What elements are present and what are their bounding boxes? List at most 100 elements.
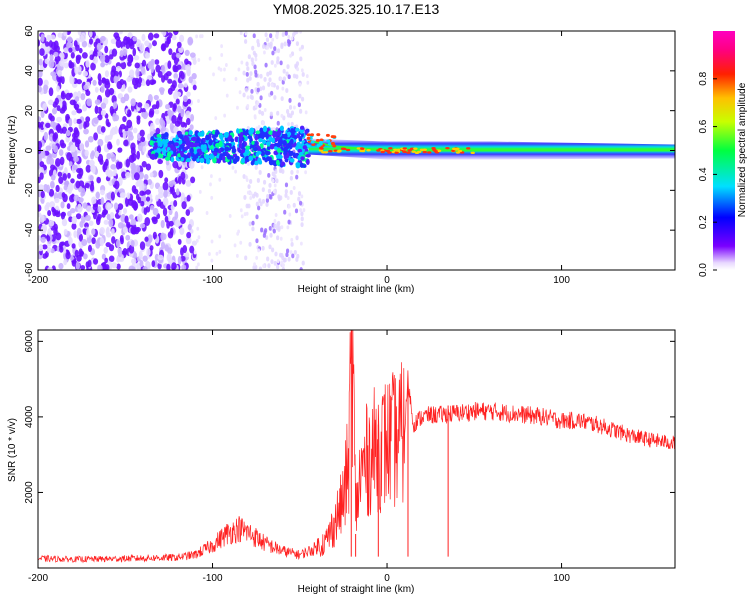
x-tick-label: 100 <box>553 275 570 286</box>
noise-speck <box>131 258 137 265</box>
noise-speck <box>253 64 257 70</box>
noise-speck <box>285 71 289 77</box>
noise-speck <box>40 236 46 243</box>
noise-speck <box>53 51 59 57</box>
y-tick-label: 6000 <box>24 330 35 353</box>
noise-speck <box>85 261 90 269</box>
cluster-blob <box>239 131 244 139</box>
noise-speck <box>267 188 272 194</box>
noise-speck <box>63 184 68 191</box>
noise-speck <box>147 32 154 41</box>
noise-speck <box>161 64 166 74</box>
noise-speck <box>90 62 96 71</box>
noise-speck <box>240 214 244 219</box>
colorbar-tick-label: 0.6 <box>698 119 709 133</box>
noise-speck <box>247 203 251 209</box>
noise-speck <box>133 252 138 259</box>
noise-speck <box>168 180 174 188</box>
noise-speck <box>168 208 173 216</box>
spectral-line-hotspot <box>318 149 324 152</box>
noise-speck <box>306 80 310 85</box>
noise-speck <box>139 190 145 196</box>
cluster-blob <box>184 131 189 136</box>
noise-speck <box>113 70 119 77</box>
noise-speck <box>268 183 272 188</box>
noise-speck <box>276 110 280 116</box>
cluster-blob <box>295 163 301 169</box>
noise-speck <box>155 64 161 73</box>
noise-speck <box>261 187 265 193</box>
noise-speck <box>73 103 80 110</box>
noise-speck <box>100 189 105 196</box>
noise-speck <box>195 34 199 39</box>
noise-speck <box>77 65 82 73</box>
noise-speck <box>54 55 61 62</box>
noise-speck <box>175 91 182 97</box>
colorbar-tick-label: 0.8 <box>698 71 709 85</box>
noise-speck <box>96 176 102 184</box>
noise-speck <box>188 76 193 84</box>
noise-speck <box>97 205 102 213</box>
spectral-line-hotspot <box>332 144 337 148</box>
noise-speck <box>145 79 151 87</box>
noise-speck <box>127 86 133 93</box>
noise-speck <box>259 86 263 92</box>
spectral-line-hotspot <box>376 149 381 152</box>
spectral-line-hotspot <box>366 149 371 152</box>
noise-speck <box>43 131 49 141</box>
noise-speck <box>210 258 214 263</box>
noise-speck <box>238 90 242 95</box>
noise-speck <box>139 241 146 251</box>
noise-speck <box>269 232 273 238</box>
x-tick-label: -100 <box>203 275 223 286</box>
noise-speck <box>80 93 86 101</box>
noise-speck <box>295 257 299 262</box>
noise-speck <box>61 76 65 85</box>
noise-speck <box>286 112 291 118</box>
spectral-line-hotspot <box>337 149 342 153</box>
noise-speck <box>74 249 79 258</box>
noise-speck <box>89 175 94 182</box>
cluster-blob <box>276 159 280 166</box>
noise-speck <box>255 214 259 220</box>
noise-speck <box>180 171 186 180</box>
cluster-blob <box>200 130 205 137</box>
spectral-line-hotspot <box>318 142 323 146</box>
noise-speck <box>181 201 187 210</box>
noise-speck <box>129 41 135 50</box>
noise-speck <box>109 212 115 220</box>
noise-speck <box>173 199 178 207</box>
noise-speck <box>103 246 109 254</box>
cluster-blob <box>186 158 191 163</box>
noise-speck <box>103 219 109 225</box>
cluster-blob <box>183 146 189 151</box>
cluster-blob <box>192 156 197 162</box>
noise-speck <box>65 113 70 121</box>
noise-speck <box>153 33 160 39</box>
noise-speck <box>254 57 258 62</box>
noise-speck <box>285 109 290 114</box>
noise-speck <box>170 84 176 92</box>
y-tick-label: 60 <box>24 25 35 37</box>
noise-speck <box>162 233 167 240</box>
noise-speck <box>116 263 121 270</box>
noise-speck <box>176 41 182 49</box>
noise-speck <box>139 259 144 268</box>
noise-speck <box>143 103 150 110</box>
y-tick-label: 2000 <box>24 481 35 504</box>
noise-speck <box>145 260 150 267</box>
cluster-blob <box>254 134 259 141</box>
noise-speck <box>199 34 202 39</box>
noise-speck <box>176 115 183 125</box>
x-tick-label: 100 <box>553 573 570 584</box>
noise-speck <box>195 265 199 270</box>
noise-speck <box>287 34 291 39</box>
noise-speck <box>161 43 166 52</box>
noise-speck <box>279 236 283 241</box>
cluster-blob <box>230 138 235 143</box>
noise-speck <box>270 60 274 65</box>
cluster-blob <box>204 154 210 160</box>
y-tick-label: -40 <box>24 223 35 238</box>
noise-speck <box>191 72 197 80</box>
cluster-blob <box>295 127 300 132</box>
